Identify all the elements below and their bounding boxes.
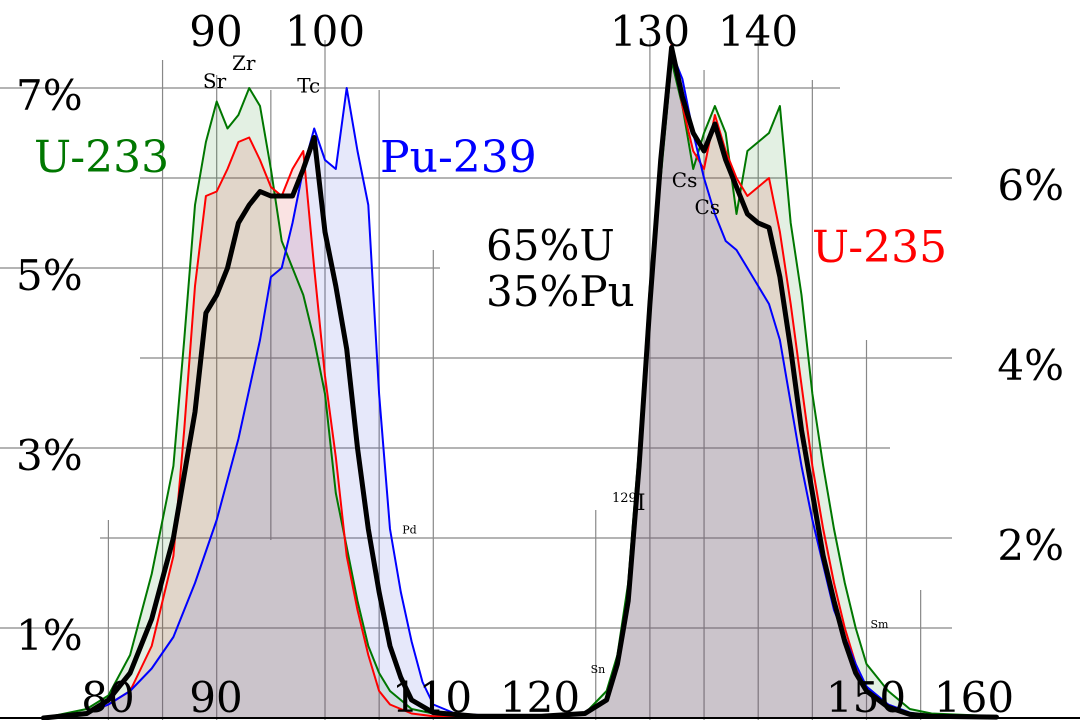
annotation-cs-6: Cs (695, 195, 721, 219)
annotation-tc-2: Tc (297, 74, 320, 98)
series-area-1 (43, 43, 997, 718)
tick-labels: 80 90 110 120 150 160 90 100 130 140 1% … (16, 7, 1064, 720)
x-tick-bottom-110: 110 (392, 673, 472, 720)
series-labels: U-233 Pu-239 U-235 65%U 35%Pu 129I (34, 132, 947, 516)
x-tick-bottom-150: 150 (826, 673, 906, 720)
y-tick-left-1: 1% (16, 611, 83, 660)
x-tick-bottom-80: 80 (81, 673, 134, 720)
label-u233: U-233 (34, 132, 169, 183)
label-pu239: Pu-239 (380, 132, 537, 183)
annotation-pd-3: Pd (402, 524, 416, 537)
x-tick-top-100: 100 (285, 7, 365, 56)
y-tick-left-3: 3% (16, 431, 83, 480)
label-iodine-mass: 129 (612, 491, 637, 506)
label-u235: U-235 (812, 222, 947, 273)
series-area-2 (43, 52, 997, 718)
label-iodine-symbol: I (637, 491, 646, 516)
y-tick-right-2: 2% (997, 521, 1064, 570)
x-tick-bottom-160: 160 (934, 673, 1014, 720)
x-tick-top-90: 90 (189, 7, 242, 56)
annotation-sr-0: Sr (203, 69, 227, 93)
x-tick-top-130: 130 (610, 7, 690, 56)
y-tick-right-6: 6% (997, 161, 1064, 210)
annotation-sn-4: Sn (591, 663, 606, 676)
annotation-zr-1: Zr (232, 51, 256, 75)
annotation-cs-5: Cs (672, 168, 698, 192)
y-tick-right-4: 4% (997, 341, 1064, 390)
y-tick-left-5: 5% (16, 251, 83, 300)
x-tick-bottom-120: 120 (500, 673, 580, 720)
x-tick-bottom-90: 90 (189, 673, 242, 720)
label-iodine: 129I (612, 491, 646, 516)
x-tick-top-140: 140 (718, 7, 798, 56)
label-mix-line1: 65%U (486, 221, 615, 270)
label-mix-line2: 35%Pu (486, 267, 635, 316)
annotation-sm-7: Sm (871, 618, 890, 631)
series-line-3 (40, 45, 999, 720)
y-tick-left-7: 7% (16, 71, 83, 120)
series-lines (0, 42, 1080, 720)
